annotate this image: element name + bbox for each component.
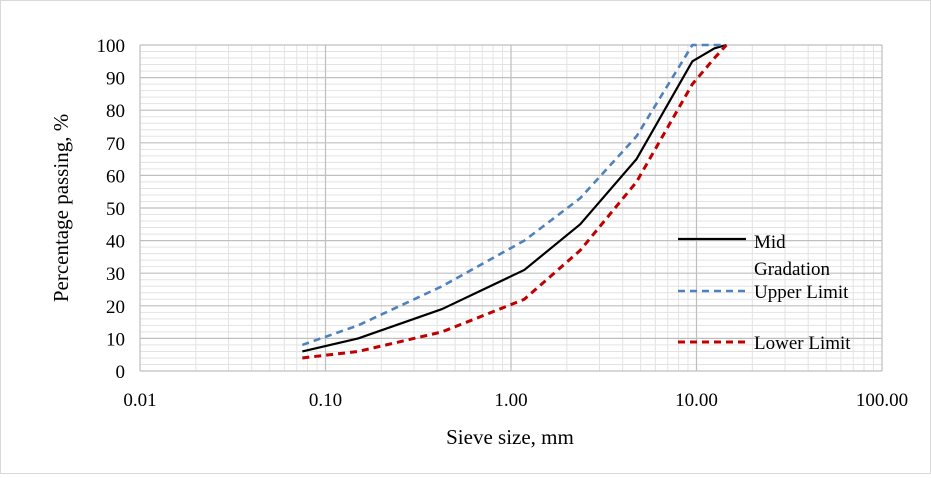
legend-label-upper-limit: Upper Limit (754, 282, 849, 303)
series-layer (301, 43, 728, 360)
x-tick-label: 0.10 (309, 390, 342, 411)
y-tick-label: 30 (106, 264, 125, 285)
x-axis-title: Sieve size, mm (446, 425, 574, 449)
y-tick-label: 10 (106, 329, 125, 350)
y-tick-label: 50 (106, 199, 125, 220)
series-line-lower-limit (302, 43, 728, 360)
legend: Mid Gradation Upper Limit Lower Limit (678, 232, 851, 354)
y-tick-label: 80 (106, 101, 125, 122)
y-tick-label: 60 (106, 166, 125, 187)
legend-label-mid-gradation: Mid (754, 232, 786, 253)
y-tick-label: 20 (106, 297, 125, 318)
y-tick-label: 100 (97, 36, 126, 57)
y-tick-label: 90 (106, 69, 125, 90)
legend-label-lower-limit: Lower Limit (754, 333, 851, 354)
major-gridlines (139, 44, 883, 372)
x-tick-label: 0.01 (123, 390, 156, 411)
series-line-mid-gradation (302, 43, 727, 353)
y-tick-label: 40 (106, 232, 125, 253)
series-line-upper-limit (301, 43, 727, 347)
x-tick-label: 10.00 (675, 390, 718, 411)
x-tick-labels: 0.01 0.10 1.00 10.00 100.00 (123, 390, 908, 411)
x-tick-label: 100.00 (856, 390, 908, 411)
y-tick-label: 70 (106, 134, 125, 155)
y-axis-title: Percentage passing, % (49, 114, 73, 302)
x-tick-label: 1.00 (494, 390, 527, 411)
y-tick-labels: 0 10 20 30 40 50 60 70 80 90 100 (97, 36, 126, 383)
y-tick-label: 0 (116, 362, 126, 383)
legend-label-mid-gradation-cont: Gradation (754, 259, 830, 280)
